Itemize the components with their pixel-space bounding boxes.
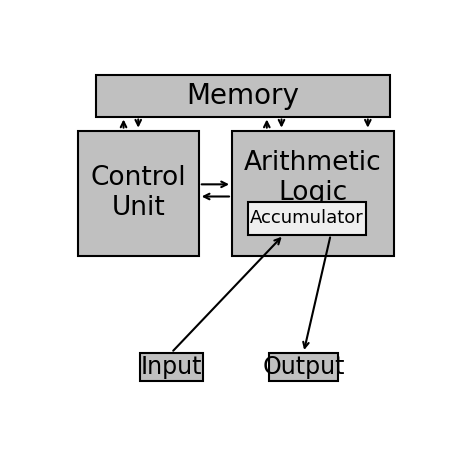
FancyBboxPatch shape bbox=[140, 353, 202, 381]
Text: Output: Output bbox=[262, 354, 345, 379]
FancyBboxPatch shape bbox=[269, 353, 338, 381]
FancyBboxPatch shape bbox=[96, 75, 390, 117]
Text: Memory: Memory bbox=[186, 82, 300, 110]
FancyBboxPatch shape bbox=[232, 130, 393, 256]
Text: Accumulator: Accumulator bbox=[250, 209, 364, 227]
Text: Input: Input bbox=[141, 354, 202, 379]
Text: Arithmetic
Logic
Unit: Arithmetic Logic Unit bbox=[244, 150, 382, 236]
FancyBboxPatch shape bbox=[78, 130, 199, 256]
FancyBboxPatch shape bbox=[248, 202, 366, 235]
Text: Control
Unit: Control Unit bbox=[91, 165, 186, 221]
